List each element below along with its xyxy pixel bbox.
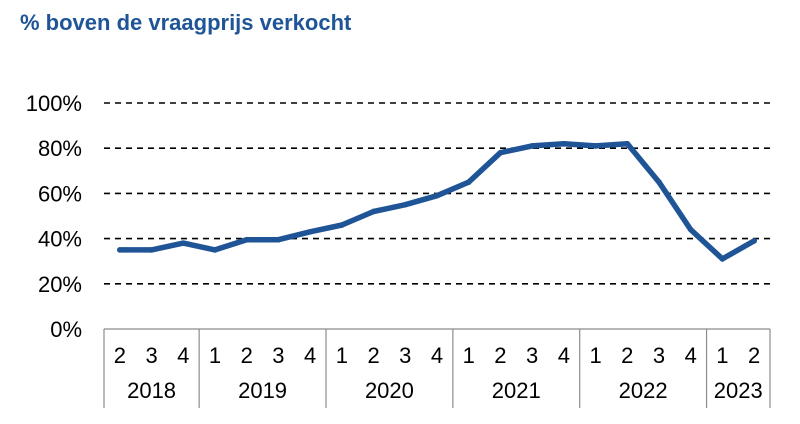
series-line (117, 140, 757, 262)
x-tick-label: 3 (399, 343, 411, 368)
x-tick-label: 2 (241, 343, 253, 368)
data-point (117, 247, 123, 253)
x-tick-label: 1 (209, 343, 221, 368)
data-point (751, 238, 757, 244)
data-point (180, 240, 187, 246)
data-point (370, 208, 377, 215)
x-tick-label: 3 (145, 343, 157, 368)
data-point (434, 192, 440, 199)
x-tick-label: 3 (526, 343, 538, 368)
data-point (592, 143, 599, 149)
data-point (339, 222, 345, 228)
x-tick-label: 1 (589, 343, 601, 368)
x-tick-label: 2 (748, 343, 760, 368)
data-point (402, 201, 409, 208)
data-point (497, 149, 504, 156)
y-tick-label: 100% (26, 91, 82, 116)
x-tick-label: 1 (336, 343, 348, 368)
x-tick-label: 4 (558, 343, 570, 368)
x-tick-label: 1 (463, 343, 475, 368)
year-label: 2021 (492, 378, 541, 403)
year-label: 2020 (365, 378, 414, 403)
data-point (624, 140, 631, 147)
y-tick-label: 40% (38, 227, 82, 252)
data-point (465, 179, 472, 185)
year-label: 2019 (238, 378, 287, 403)
y-tick-label: 20% (38, 272, 82, 297)
data-point (275, 236, 282, 243)
data-point (719, 256, 726, 262)
data-point (687, 226, 694, 233)
x-tick-label: 3 (653, 343, 665, 368)
data-point (529, 143, 535, 149)
x-tick-label: 4 (177, 343, 189, 368)
x-tick-label: 2 (367, 343, 379, 368)
data-point (212, 247, 218, 253)
x-tick-label: 4 (685, 343, 697, 368)
y-tick-label: 60% (38, 181, 82, 206)
year-label: 2022 (619, 378, 668, 403)
data-point (148, 247, 155, 253)
y-tick-label: 80% (38, 136, 82, 161)
x-tick-label: 2 (494, 343, 506, 368)
x-tick-label: 1 (716, 343, 728, 368)
year-label: 2018 (127, 378, 176, 403)
x-tick-label: 2 (621, 343, 633, 368)
x-tick-label: 3 (272, 343, 284, 368)
data-point (307, 229, 313, 235)
chart-title: % boven de vraagprijs verkocht (20, 10, 352, 35)
year-label: 2023 (714, 378, 763, 403)
data-point (243, 236, 250, 243)
data-point (656, 179, 662, 185)
x-tick-label: 4 (304, 343, 316, 368)
x-tick-label: 2 (114, 343, 126, 368)
data-point (561, 140, 567, 147)
y-tick-label: 0% (50, 317, 82, 342)
x-tick-label: 4 (431, 343, 443, 368)
